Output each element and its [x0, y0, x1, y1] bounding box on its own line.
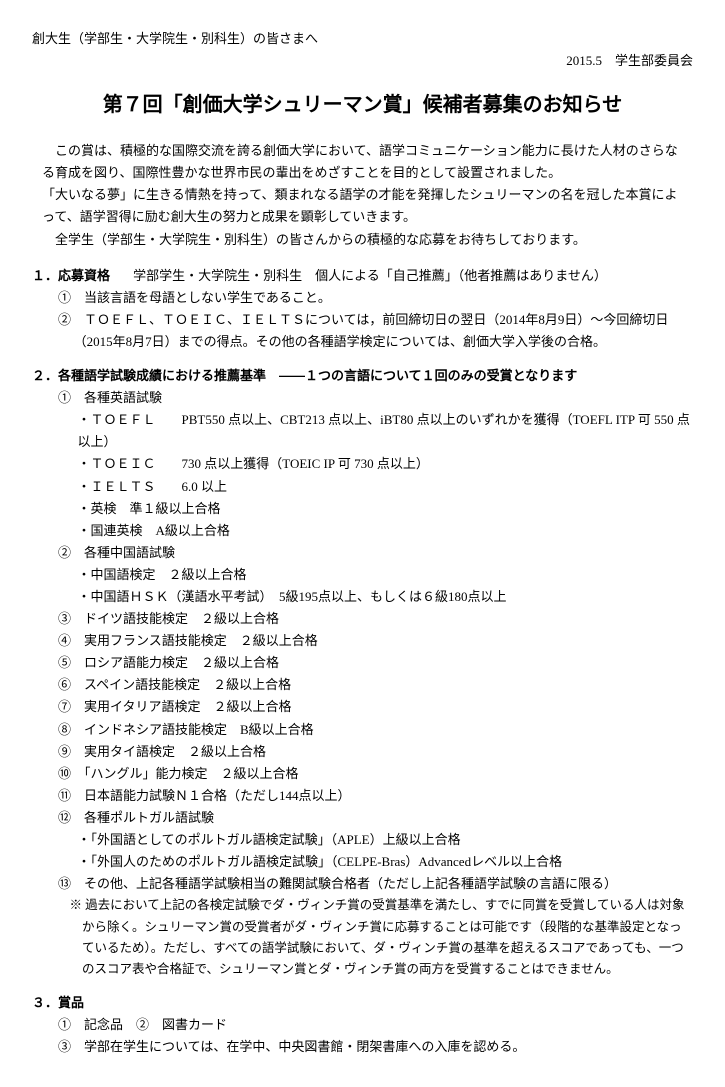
s2-other-9: ⑨ 実用タイ語検定 ２級以上合格: [58, 741, 693, 763]
s2-g1-row-3: ・英検 準１級以上合格: [78, 498, 694, 520]
header-recipient: 創大生（学部生・大学院生・別科生）の皆さまへ: [32, 28, 693, 50]
section-1-label: １．応募資格: [32, 268, 110, 283]
s2-g1-row-0: ・ＴＯＥＦＬ PBT550 点以上、CBT213 点以上、iBT80 点以上のい…: [78, 409, 694, 453]
page-title: 第７回「創価大学シュリーマン賞」候補者募集のお知らせ: [32, 88, 693, 122]
s2-other-7: ⑦ 実用イタリア語検定 ２級以上合格: [58, 696, 693, 718]
section-1-head: １．応募資格 学部学生・大学院生・別科生 個人による「自己推薦」（他者推薦はあり…: [32, 265, 693, 287]
s2-other-8: ⑧ インドネシア語技能検定 B級以上合格: [58, 719, 693, 741]
s2-note-text: ※ 過去において上記の各検定試験でダ・ヴィンチ賞の受賞基準を満たし、すでに同賞を…: [70, 895, 694, 980]
s2-other-5: ⑤ ロシア語能力検定 ２級以上合格: [58, 652, 693, 674]
s2-other-12: ⑫ 各種ポルトガル語試験: [58, 807, 693, 829]
s2-other-3: ③ ドイツ語技能検定 ２級以上合格: [58, 608, 693, 630]
s1-item-2: ② ＴＯＥＦＬ、ＴＯＥＩＣ、ＩＥＬＴＳについては，前回締切日の翌日（2014年8…: [58, 309, 693, 353]
s2-other-6: ⑥ スペイン語技能検定 ２級以上合格: [58, 674, 693, 696]
s2-other-11: ⑪ 日本語能力試験Ｎ１合格（ただし144点以上）: [58, 785, 693, 807]
section-2-head: ２．各種語学試験成績における推薦基準 ――１つの言語について１回のみの受賞となり…: [32, 365, 693, 387]
s2-note: ※ 過去において上記の各検定試験でダ・ヴィンチ賞の受賞基準を満たし、すでに同賞を…: [70, 895, 694, 980]
intro-block: この賞は、積極的な国際交流を誇る創価大学において、語学コミュニケーション能力に長…: [32, 140, 693, 250]
s2-g12-row-1: ・「外国人のためのポルトガル語検定試験」（CELPE-Bras）Advanced…: [78, 851, 694, 873]
s2-g1-row-4: ・国連英検 A級以上合格: [78, 520, 694, 542]
s2-g2-row-1: ・中国語ＨＳＫ（漢語水平考試） 5級195点以上、もしくは６級180点以上: [78, 586, 694, 608]
s1-item-1: ① 当該言語を母語としない学生であること。: [58, 287, 693, 309]
header-date-committee: 2015.5 学生部委員会: [32, 50, 693, 72]
s2-g1-row-2: ・ＩＥＬＴＳ 6.0 以上: [78, 476, 694, 498]
section-3-head: ３．賞品: [32, 992, 693, 1014]
s2-other-4: ④ 実用フランス語技能検定 ２級以上合格: [58, 630, 693, 652]
s2-g12-row-0: ・「外国語としてのポルトガル語検定試験」（APLE）上級以上合格: [78, 829, 694, 851]
s2-g1-row-1: ・ＴＯＥＩＣ 730 点以上獲得（TOEIC IP 可 730 点以上）: [78, 453, 694, 475]
intro-para-2: 「大いなる夢」に生きる情熱を持って、類まれなる語学の才能を発揮したシュリーマンの…: [42, 184, 683, 228]
s2-other-13: ⑬ その他、上記各種語学試験相当の難関試験合格者（ただし上記各種語学試験の言語に…: [58, 873, 693, 895]
intro-para-1: この賞は、積極的な国際交流を誇る創価大学において、語学コミュニケーション能力に長…: [42, 140, 683, 184]
s3-line-1: ① 記念品 ② 図書カード: [58, 1014, 693, 1036]
s2-other-10: ⑩ 「ハングル」能力検定 ２級以上合格: [58, 763, 693, 785]
intro-para-3: 全学生（学部生・大学院生・別科生）の皆さんからの積極的な応募をお待ちしております…: [42, 229, 683, 251]
s2-g2-row-0: ・中国語検定 ２級以上合格: [78, 564, 694, 586]
s2-g1-label: ① 各種英語試験: [58, 387, 693, 409]
s2-g2-label: ② 各種中国語試験: [58, 542, 693, 564]
section-1-subtext: 学部学生・大学院生・別科生 個人による「自己推薦」（他者推薦はありません）: [133, 268, 607, 283]
s3-line-2: ③ 学部在学生については、在学中、中央図書館・閉架書庫への入庫を認める。: [58, 1036, 693, 1058]
